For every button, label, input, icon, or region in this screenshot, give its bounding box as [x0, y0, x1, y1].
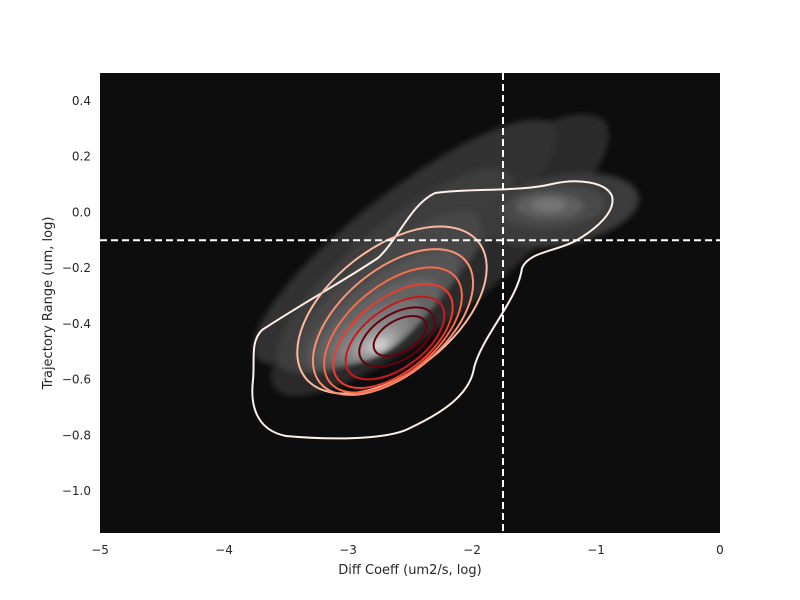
y-tick-label: −0.8	[62, 428, 91, 442]
x-axis-ticks: −5 −4 −3 −2 −1 0	[91, 543, 724, 557]
contour-line-0	[251, 180, 614, 440]
y-tick-label: 0.4	[72, 94, 91, 108]
contour-line-5	[344, 295, 446, 381]
y-tick-label: −0.6	[62, 373, 91, 387]
y-tick-label: −0.2	[62, 261, 91, 275]
filled-density-layer	[253, 114, 640, 396]
reference-lines	[100, 73, 720, 533]
contour-line-7	[372, 314, 428, 358]
y-tick-label: 0.2	[72, 150, 91, 164]
density-band-10	[371, 339, 387, 351]
x-tick-label: 0	[716, 543, 724, 557]
x-axis-label: Diff Coeff (um2/s, log)	[338, 563, 481, 578]
y-axis-label: Trajectory Range (um, log)	[41, 217, 56, 391]
contour-line-3	[323, 266, 463, 394]
y-tick-label: 0.0	[72, 205, 91, 219]
x-tick-label: −2	[463, 543, 481, 557]
x-tick-label: −1	[587, 543, 605, 557]
density-band-14	[532, 198, 566, 212]
contour-line-6	[358, 306, 436, 368]
y-axis-ticks: −1.0 −0.8 −0.6 −0.4 −0.2 0.0 0.2 0.4	[62, 94, 91, 498]
x-tick-label: −5	[91, 543, 109, 557]
x-tick-label: −4	[215, 543, 233, 557]
x-tick-label: −3	[339, 543, 357, 557]
contour-line-2	[311, 248, 475, 396]
line-contour-layer	[251, 180, 614, 440]
contour-line-4	[332, 282, 454, 390]
y-tick-label: −0.4	[62, 317, 91, 331]
y-tick-label: −1.0	[62, 484, 91, 498]
